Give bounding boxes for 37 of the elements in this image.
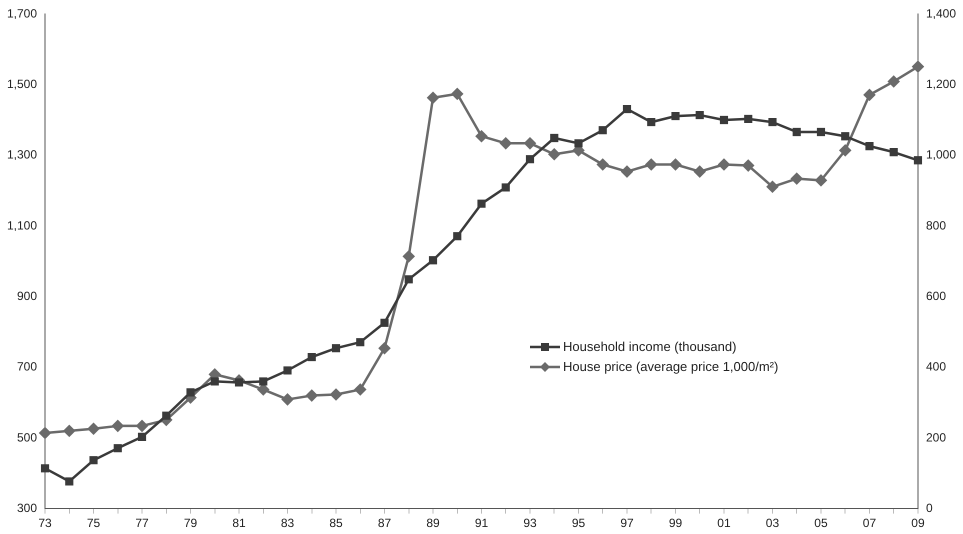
y2-tick-label: 1,400 (926, 6, 956, 20)
y-tick-label: 1,500 (7, 76, 38, 91)
y2-tick-label: 200 (926, 430, 946, 444)
y2-tick-label: 400 (926, 360, 946, 374)
y-tick-label: 300 (17, 500, 38, 515)
x-tick-label: 79 (184, 516, 198, 530)
y-tick-label: 1,300 (7, 148, 38, 162)
x-tick-label: 09 (911, 516, 925, 530)
x-tick-label: 75 (86, 516, 101, 530)
y-tick-label: 1,700 (7, 6, 38, 20)
legend-label: House price (average price 1,000/m²) (563, 358, 778, 376)
x-tick-label: 01 (717, 516, 731, 530)
y-tick-label: 700 (17, 360, 38, 374)
y2-tick-label: 600 (926, 288, 946, 303)
x-tick-label: 07 (862, 516, 876, 530)
x-tick-label: 93 (523, 516, 537, 530)
y-tick-label: 900 (17, 288, 38, 303)
y2-tick-label: 1,000 (926, 148, 956, 162)
x-tick-label: 97 (620, 516, 634, 530)
x-tick-label: 83 (280, 516, 295, 530)
x-tick-label: 85 (329, 516, 344, 530)
x-tick-label: 81 (232, 516, 246, 530)
y-tick-label: 500 (17, 430, 38, 444)
x-tick-label: 89 (426, 516, 440, 530)
x-tick-label: 91 (474, 516, 488, 530)
x-tick-label: 77 (135, 516, 150, 530)
x-tick-label: 73 (38, 516, 52, 530)
y2-tick-label: 800 (926, 218, 946, 232)
y2-tick-label: 0 (926, 500, 933, 515)
x-tick-label: 87 (378, 516, 392, 530)
y-tick-label: 1,100 (7, 218, 38, 232)
x-tick-label: 95 (572, 516, 586, 530)
legend-label: Household income (thousand) (563, 338, 736, 356)
x-tick-label: 03 (766, 516, 780, 530)
x-tick-label: 99 (668, 516, 682, 530)
y2-tick-label: 1,200 (926, 76, 956, 91)
x-tick-label: 05 (814, 516, 828, 530)
